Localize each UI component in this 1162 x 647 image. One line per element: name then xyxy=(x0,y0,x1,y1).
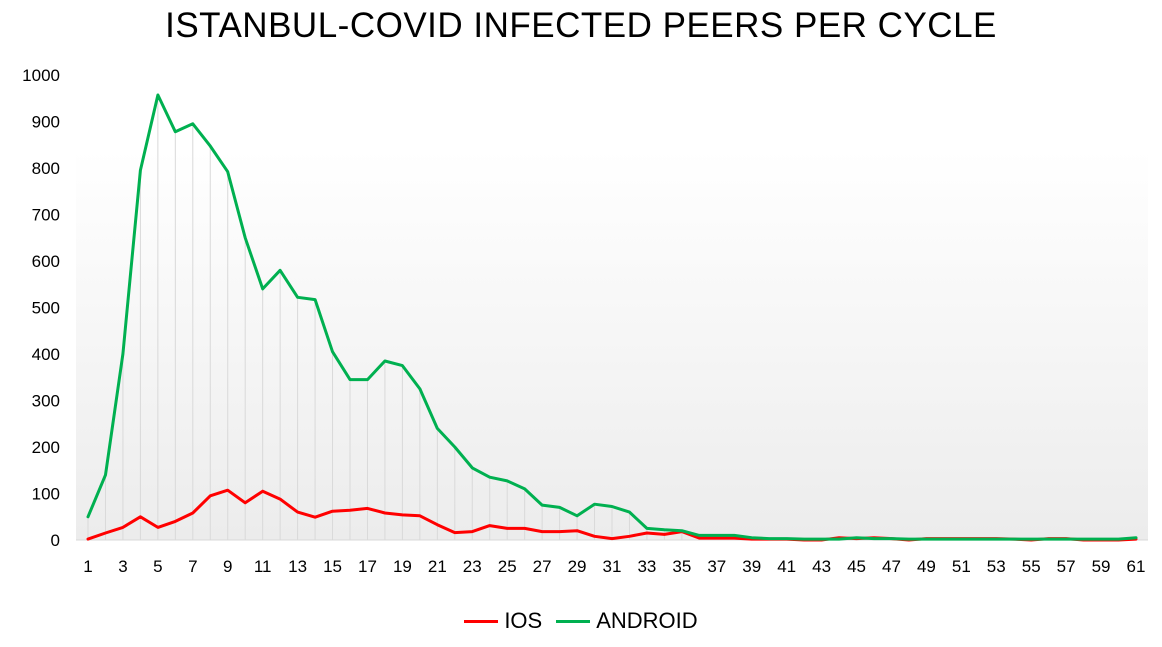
drop-lines xyxy=(87,94,1137,540)
legend-label-ios: IOS xyxy=(504,608,543,633)
x-tick-label: 51 xyxy=(952,557,971,576)
x-tick-label: 43 xyxy=(812,557,831,576)
y-tick-label: 700 xyxy=(32,206,60,225)
x-tick-label: 13 xyxy=(288,557,307,576)
y-tick-label: 1000 xyxy=(22,66,60,85)
x-tick-label: 25 xyxy=(498,557,517,576)
x-tick-label: 27 xyxy=(533,557,552,576)
y-tick-label: 600 xyxy=(32,252,60,271)
x-tick-label: 47 xyxy=(882,557,901,576)
legend-label-android: ANDROID xyxy=(596,608,698,633)
series-line-android xyxy=(86,93,1138,541)
x-tick-label: 33 xyxy=(637,557,656,576)
legend-swatch-android xyxy=(556,619,591,623)
x-tick-label: 59 xyxy=(1092,557,1111,576)
series-layer xyxy=(86,93,1138,542)
y-axis: 0 100 200 300 400 500 600 700 800 900 1000 xyxy=(22,66,60,550)
y-tick-label: 800 xyxy=(32,159,60,178)
x-tick-label: 11 xyxy=(254,557,272,576)
y-tick-label: 200 xyxy=(32,438,60,457)
y-tick-label: 500 xyxy=(32,299,60,318)
x-tick-label: 55 xyxy=(1022,557,1041,576)
y-tick-label: 400 xyxy=(32,345,60,364)
x-tick-label: 41 xyxy=(777,557,796,576)
legend-swatch-ios xyxy=(464,619,499,623)
x-tick-label: 29 xyxy=(568,557,587,576)
x-tick-label: 21 xyxy=(428,557,447,576)
x-tick-label: 35 xyxy=(672,557,691,576)
x-tick-label: 5 xyxy=(153,557,162,576)
x-tick-label: 3 xyxy=(118,557,127,576)
x-tick-label: 39 xyxy=(742,557,761,576)
x-tick-label: 23 xyxy=(463,557,482,576)
x-tick-label: 31 xyxy=(603,557,622,576)
chart-title: ISTANBUL-COVID INFECTED PEERS PER CYCLE xyxy=(165,6,997,45)
y-tick-label: 900 xyxy=(32,113,60,132)
y-tick-label: 300 xyxy=(32,392,60,411)
x-tick-label: 19 xyxy=(393,557,412,576)
y-tick-label: 100 xyxy=(32,485,60,504)
legend-item-android: ANDROID xyxy=(556,608,698,634)
x-tick-label: 45 xyxy=(847,557,866,576)
x-tick-label: 49 xyxy=(917,557,936,576)
x-tick-label: 53 xyxy=(987,557,1006,576)
x-tick-label: 15 xyxy=(323,557,342,576)
x-tick-label: 57 xyxy=(1057,557,1076,576)
x-tick-label: 1 xyxy=(83,557,92,576)
x-axis: 1 3 5 7 9 11 13 15 17 19 21 23 25 27 29 31 33 35 37 39 41 43 4… xyxy=(83,557,1145,576)
x-tick-label: 9 xyxy=(223,557,232,576)
legend-item-ios: IOS xyxy=(464,608,542,634)
plot-background xyxy=(76,150,1148,540)
x-tick-label: 7 xyxy=(188,557,197,576)
x-tick-label: 37 xyxy=(707,557,726,576)
y-tick-label: 0 xyxy=(51,531,60,550)
legend: IOS ANDROID xyxy=(0,608,1162,634)
x-tick-label: 17 xyxy=(358,557,377,576)
x-tick-label: 61 xyxy=(1127,557,1146,576)
